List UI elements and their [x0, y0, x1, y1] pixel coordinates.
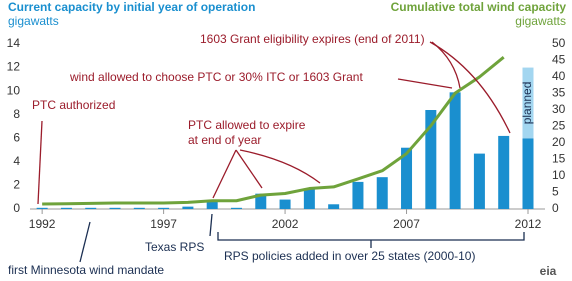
bar-label: planned: [520, 82, 534, 125]
annotation: PTC allowed to expire: [188, 118, 306, 132]
bar: [522, 67, 534, 139]
arrow: [212, 149, 237, 199]
annotation: wind allowed to choose PTC or 30% ITC or…: [69, 70, 363, 84]
bar: [133, 207, 145, 209]
y-tick-label: 0: [13, 201, 20, 215]
bar: [303, 188, 315, 209]
bar: [328, 204, 340, 209]
right-axis-unit: gigawatts: [515, 14, 566, 28]
x-tick-label: 2002: [272, 217, 299, 231]
y-tick-label: 6: [13, 130, 20, 144]
annotation: at end of year: [188, 133, 261, 147]
annotation: Texas RPS: [145, 240, 204, 254]
bar: [230, 207, 242, 209]
line: [42, 56, 505, 206]
bracket: [217, 232, 525, 248]
y2-tick-label: 35: [552, 86, 566, 100]
y2-tick-label: 10: [552, 168, 566, 182]
bar: [182, 206, 194, 209]
arrow: [79, 221, 91, 263]
y-tick-label: 2: [13, 178, 20, 192]
bar: [498, 135, 510, 209]
arrow: [37, 120, 43, 205]
y2-tick-label: 50: [552, 36, 566, 50]
y-tick-label: 10: [7, 83, 21, 97]
bar: [401, 147, 413, 209]
annotation: first Minnesota wind mandate: [8, 263, 164, 277]
y2-tick-label: 30: [552, 102, 566, 116]
bar: [36, 207, 48, 209]
right-axis-title: Cumulative total wind capacity: [391, 0, 567, 14]
bar: [449, 92, 461, 209]
x-tick-label: 2007: [393, 217, 420, 231]
arrow: [429, 41, 511, 134]
bar: [473, 153, 485, 209]
annotation: PTC authorized: [32, 98, 115, 112]
bar: [255, 193, 267, 209]
arrow: [235, 149, 263, 189]
bar: [60, 207, 72, 209]
y-tick-label: 8: [13, 107, 20, 121]
bar: [109, 207, 121, 209]
annotation: RPS policies added in over 25 states (20…: [224, 249, 475, 263]
bar: [522, 138, 534, 209]
y2-tick-label: 0: [552, 201, 559, 215]
y-tick-label: 14: [7, 36, 21, 50]
left-axis-unit: gigawatts: [8, 14, 59, 28]
annotation: 1603 Grant eligibility expires (end of 2…: [200, 32, 425, 46]
y2-tick-label: 25: [552, 119, 566, 133]
y-tick-label: 12: [7, 60, 21, 74]
bar: [85, 207, 97, 209]
y-tick-label: 4: [13, 154, 20, 168]
bar: [352, 181, 364, 209]
left-axis-title: Current capacity by initial year of oper…: [8, 0, 255, 14]
bar: [206, 200, 218, 209]
arrow: [209, 213, 213, 237]
arrow: [397, 78, 453, 89]
y2-tick-label: 5: [552, 185, 559, 199]
x-tick-label: 1997: [150, 217, 177, 231]
y2-tick-label: 45: [552, 53, 566, 67]
policy-markers: [79, 213, 525, 263]
x-tick-label: 1992: [29, 217, 56, 231]
plot: 0 2 4 6 8 10 12 14 0 5 10 15 20 25 30 35 40 45 50 1992 1997 2…: [7, 36, 566, 231]
bar: [376, 177, 388, 209]
y2-tick-label: 40: [552, 69, 566, 83]
logo: eia: [540, 264, 557, 278]
bar: [279, 199, 291, 209]
y2-tick-label: 20: [552, 135, 566, 149]
arrow: [239, 149, 321, 184]
bar: [158, 207, 170, 209]
y2-tick-label: 15: [552, 152, 566, 166]
x-tick-label: 2012: [515, 217, 542, 231]
annotation-arrows: [37, 41, 511, 205]
bar: [425, 110, 437, 209]
arrow: [431, 41, 461, 89]
